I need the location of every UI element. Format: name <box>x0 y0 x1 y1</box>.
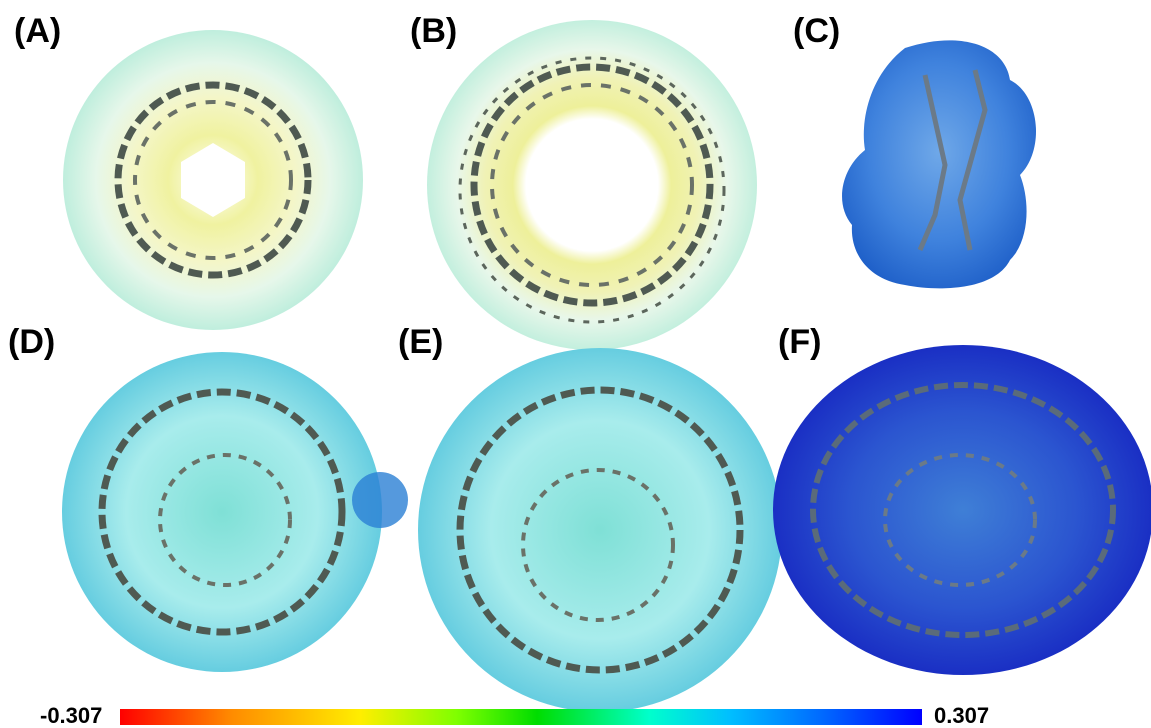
panel-f-surface <box>773 345 1151 675</box>
colorbar <box>120 709 922 725</box>
panel-label-c: (C) <box>793 12 841 50</box>
panel-label-e: (E) <box>398 323 444 361</box>
panel-label-f: (F) <box>778 323 822 361</box>
panel-label-b: (B) <box>410 12 458 50</box>
panel-d-surface <box>62 352 408 672</box>
panel-c-surface <box>842 40 1037 289</box>
panel-label-d: (D) <box>8 323 56 361</box>
panel-a-surface <box>63 30 363 330</box>
panel-label-a: (A) <box>14 12 62 50</box>
colorbar-min-label: -0.307 <box>40 703 103 728</box>
panel-b-surface <box>427 20 757 350</box>
panel-e-surface <box>418 348 782 712</box>
colorbar-max-label: 0.307 <box>934 703 990 728</box>
